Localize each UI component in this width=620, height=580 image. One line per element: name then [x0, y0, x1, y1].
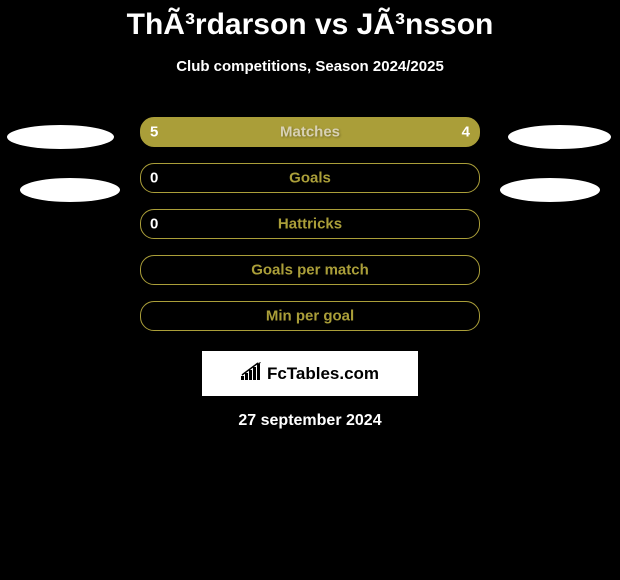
stat-row: Hattricks 0 — [0, 209, 620, 239]
logo-box: FcTables.com — [202, 351, 418, 396]
stat-value-left: 0 — [150, 170, 158, 187]
chart-icon — [241, 362, 263, 385]
stat-row: Matches 5 4 — [0, 117, 620, 147]
stats-container: Matches 5 4 Goals 0 Hattricks 0 Goals per match… — [0, 117, 620, 331]
comparison-subtitle: Club competitions, Season 2024/2025 — [0, 58, 620, 75]
logo-text: FcTables.com — [241, 362, 379, 385]
stat-bar: Goals — [140, 163, 480, 193]
stat-label: Goals per match — [251, 262, 369, 279]
logo-label: FcTables.com — [267, 364, 379, 384]
stat-label: Min per goal — [266, 308, 354, 325]
stat-bar: Hattricks — [140, 209, 480, 239]
comparison-title: ThÃ³rdarson vs JÃ³nsson — [0, 0, 620, 42]
stat-label: Matches — [280, 124, 340, 141]
stat-value-right: 4 — [462, 124, 470, 141]
stat-row: Goals 0 — [0, 163, 620, 193]
stat-label: Hattricks — [278, 216, 342, 233]
stat-value-left: 0 — [150, 216, 158, 233]
stat-bar: Goals per match — [140, 255, 480, 285]
stat-label: Goals — [289, 170, 331, 187]
stat-row: Goals per match — [0, 255, 620, 285]
stat-value-left: 5 — [150, 124, 158, 141]
stat-bar: Matches — [140, 117, 480, 147]
stat-bar: Min per goal — [140, 301, 480, 331]
stat-row: Min per goal — [0, 301, 620, 331]
date-text: 27 september 2024 — [0, 412, 620, 430]
